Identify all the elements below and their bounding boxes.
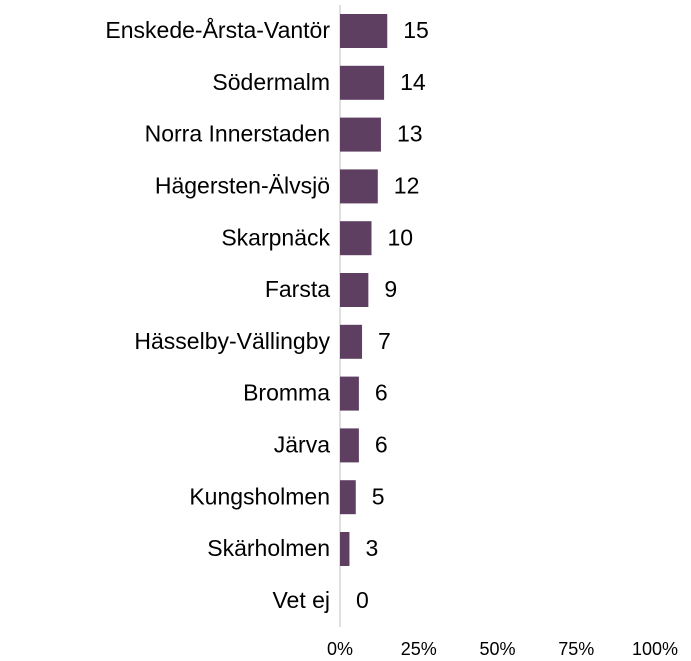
category-label: Bromma [243, 380, 330, 406]
category-label: Farsta [265, 276, 330, 302]
category-label: Södermalm [212, 69, 330, 95]
value-label: 6 [375, 380, 388, 406]
bar [340, 480, 356, 515]
value-label: 0 [356, 587, 369, 613]
bar [340, 532, 350, 566]
x-tick-label: 100% [632, 639, 678, 659]
category-label: Järva [274, 431, 330, 457]
bar [340, 221, 372, 256]
value-label: 10 [388, 224, 414, 250]
bar [340, 324, 363, 359]
bar [340, 169, 378, 204]
category-label: Enskede-Årsta-Vantör [105, 16, 330, 43]
value-label: 7 [378, 328, 391, 354]
value-label: 9 [384, 276, 397, 302]
bar [340, 428, 359, 463]
value-label: 15 [403, 17, 429, 43]
value-label: 6 [375, 431, 388, 457]
category-label: Hässelby-Vällingby [134, 328, 330, 354]
x-tick-label: 0% [327, 639, 353, 659]
bar [340, 65, 385, 100]
bar [340, 117, 381, 152]
bar [340, 14, 388, 48]
x-tick-label: 75% [558, 639, 594, 659]
value-label: 13 [397, 121, 423, 147]
category-label: Skarpnäck [221, 224, 330, 250]
x-tick-label: 25% [401, 639, 437, 659]
value-label: 14 [400, 69, 426, 95]
value-label: 5 [372, 483, 385, 509]
category-label: Hägersten-Älvsjö [155, 172, 330, 198]
value-label: 3 [365, 535, 378, 561]
bar [340, 376, 359, 411]
category-label: Norra Innerstaden [145, 121, 330, 147]
category-label: Kungsholmen [189, 483, 330, 509]
category-label: Skärholmen [207, 535, 330, 561]
bar [340, 273, 369, 307]
value-label: 12 [394, 172, 420, 198]
x-tick-label: 50% [479, 639, 515, 659]
category-label: Vet ej [272, 587, 330, 613]
